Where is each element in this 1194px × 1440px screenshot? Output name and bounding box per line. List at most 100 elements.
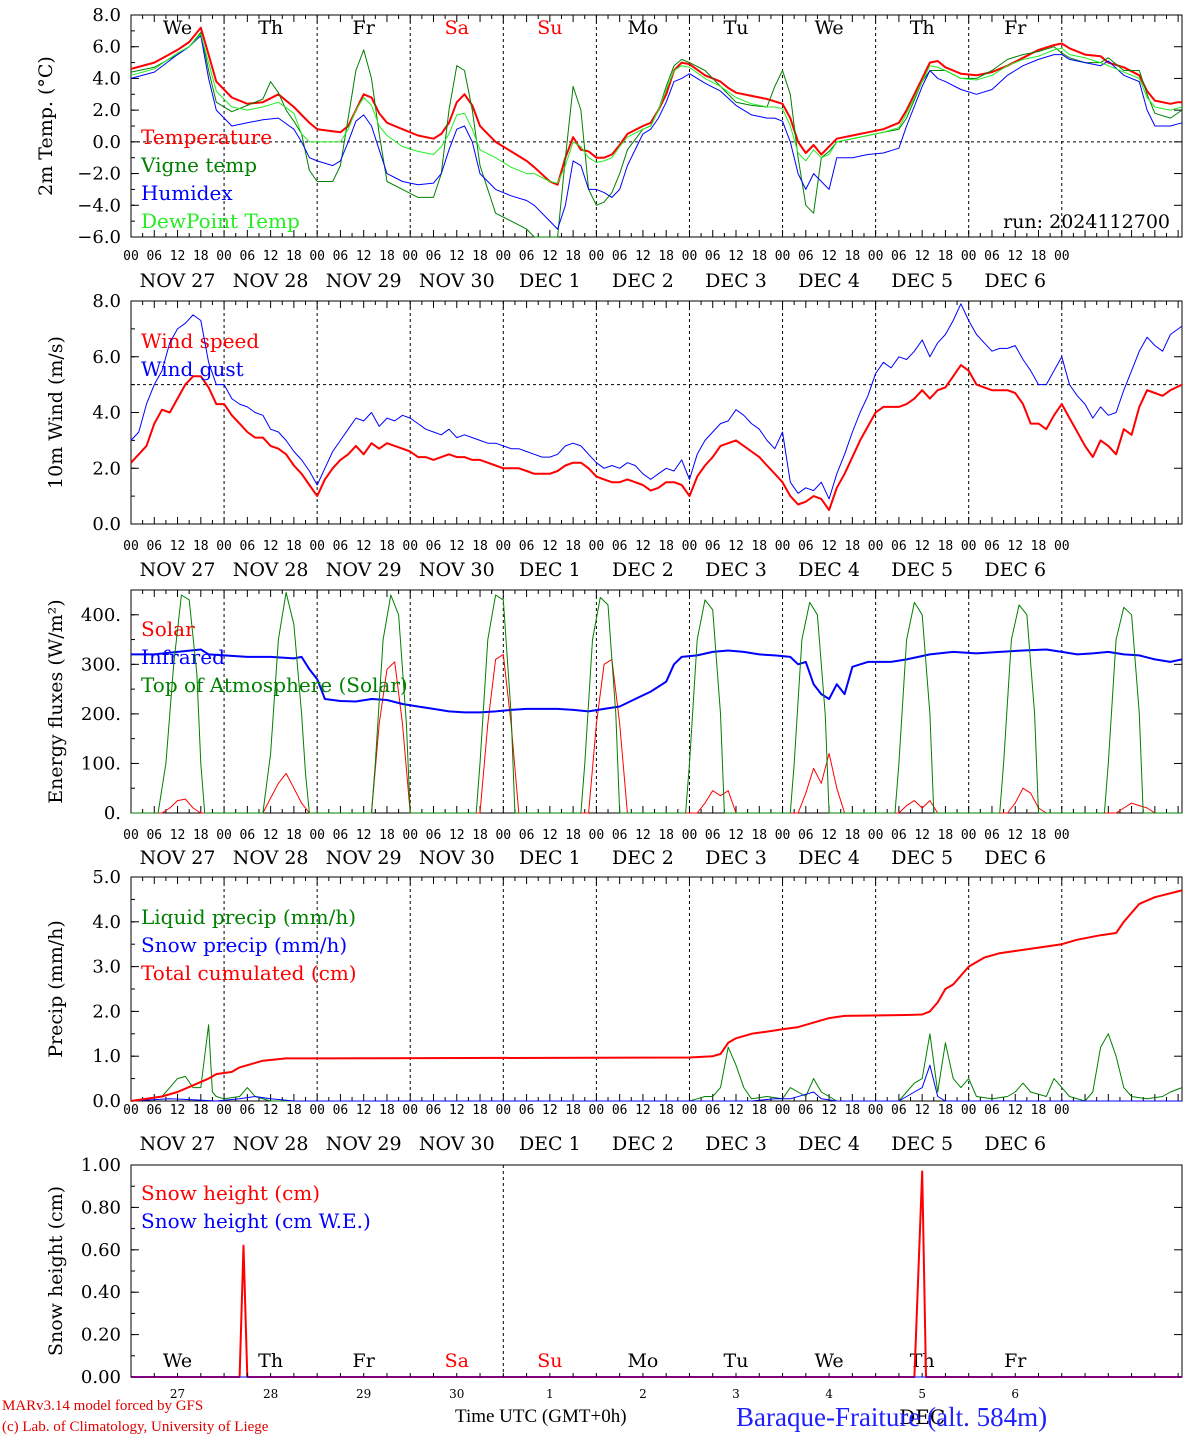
hour-tick-label: 18 [565,249,581,264]
lab-credit: (c) Lab. of Climatology, University of L… [2,1419,269,1435]
series-line-1 [130,364,1183,512]
hour-tick-label: 12 [728,249,744,264]
y-tick-label: 0.20 [81,1325,121,1346]
hour-tick-label: 06 [146,249,162,264]
hour-tick-label: 12 [914,828,930,843]
hour-tick-label: 00 [775,539,791,554]
day-number-label: 1 [546,1387,554,1401]
date-label: NOV 27 [140,1133,216,1155]
weekday-label: Tu [724,17,749,39]
hour-tick-label: 12 [170,539,186,554]
series-line-3 [131,592,1182,814]
date-label: NOV 28 [233,1133,309,1155]
chart-panel-3: 0. 100. 200. 300. 400. Energy fluxes (W/m²) 00… [45,589,1183,869]
hour-tick-label: 00 [495,539,511,554]
hour-tick-label: 06 [612,249,628,264]
hour-tick-label: 12 [635,828,651,843]
weekday-label: Th [258,1350,283,1372]
y-tick-label: 0.0 [92,1091,121,1112]
legend-entry: DewPoint Temp [141,209,300,233]
y-tick-label: 100. [81,753,121,774]
y-tick-label: 4.0 [92,403,121,424]
hour-tick-label: 18 [938,828,954,843]
date-label: NOV 28 [233,847,309,869]
legend-entry: Snow height (cm) [141,1181,320,1205]
hour-tick-label: 00 [961,1103,977,1118]
hour-tick-label: 00 [682,1103,698,1118]
hour-tick-label: 00 [216,828,232,843]
hour-tick-label: 18 [565,1103,581,1118]
hour-tick-label: 06 [146,1103,162,1118]
date-label: DEC 3 [705,270,767,292]
hour-tick-label: 12 [356,828,372,843]
hour-tick-label: 18 [193,828,209,843]
y-tick-label: 6.0 [92,37,121,58]
date-label: DEC 2 [612,270,674,292]
date-label: DEC 6 [984,270,1046,292]
hour-tick-label: 12 [821,539,837,554]
hour-tick-label: 00 [682,828,698,843]
y-axis-label: 2m Temp. (°C) [35,56,57,196]
weekday-label: We [163,17,192,39]
hour-tick-label: 00 [682,249,698,264]
hour-tick-label: 00 [123,249,139,264]
y-tick-label: 2.0 [92,1001,121,1022]
hour-tick-label: 00 [216,1103,232,1118]
y-tick-label: 0.60 [81,1240,121,1261]
hour-tick-label: 00 [961,828,977,843]
hour-tick-label: 06 [333,539,349,554]
legend-entry: Temperature [141,125,272,149]
y-tick-label: −4.0 [77,195,121,216]
chart-panel-1: −6.0 −4.0 −2.0 0.0 2.0 4.0 6.0 8.0 2m Temp. (°C)… [35,5,1183,292]
hour-tick-label: 06 [612,828,628,843]
hour-tick-label: 00 [216,249,232,264]
hour-tick-label: 06 [426,828,442,843]
hour-tick-label: 06 [519,828,535,843]
y-tick-label: 0.40 [81,1282,121,1303]
day-number-label: 27 [170,1387,185,1401]
y-tick-label: 400. [81,605,121,626]
y-tick-label: −2.0 [77,164,121,185]
hour-tick-label: 18 [286,828,302,843]
date-label: NOV 27 [140,270,216,292]
hour-tick-label: 12 [821,249,837,264]
hour-tick-label: 00 [495,249,511,264]
y-tick-label: 8.0 [92,291,121,312]
hour-tick-label: 00 [216,539,232,554]
date-label: DEC 3 [705,847,767,869]
hour-tick-label: 06 [333,1103,349,1118]
hour-tick-label: 06 [240,1103,256,1118]
day-number-label: 2 [639,1387,647,1401]
hour-tick-label: 18 [565,828,581,843]
y-axis-label: Precip (mm/h) [45,920,67,1058]
hour-tick-label: 00 [961,249,977,264]
date-label: NOV 28 [233,559,309,581]
legend-entry: Solar [141,617,195,641]
hour-tick-label: 12 [728,1103,744,1118]
date-label: DEC 6 [984,559,1046,581]
hour-tick-label: 12 [728,539,744,554]
series-line-2 [130,31,1183,238]
hour-tick-label: 12 [542,249,558,264]
hour-tick-label: 12 [170,249,186,264]
hour-tick-label: 12 [914,249,930,264]
hour-tick-label: 12 [449,828,465,843]
hour-tick-label: 06 [146,539,162,554]
weekday-label: Th [910,1350,935,1372]
y-tick-label: 0.80 [81,1197,121,1218]
legend-entry: Total cumulated (cm) [141,961,357,985]
hour-tick-label: 00 [868,539,884,554]
hour-tick-label: 18 [1031,249,1047,264]
date-label: DEC 4 [798,559,860,581]
hour-tick-label: 18 [751,539,767,554]
legend-entry: Wind gust [141,357,244,381]
series-line-2 [130,1064,1182,1102]
hour-tick-label: 06 [612,1103,628,1118]
hour-tick-label: 00 [868,1103,884,1118]
hour-tick-label: 12 [635,539,651,554]
weekday-label: Fr [353,17,376,39]
date-label: DEC 1 [519,559,581,581]
hour-tick-label: 18 [472,828,488,843]
y-tick-label: 2.0 [92,100,121,121]
hour-tick-label: 00 [402,828,418,843]
